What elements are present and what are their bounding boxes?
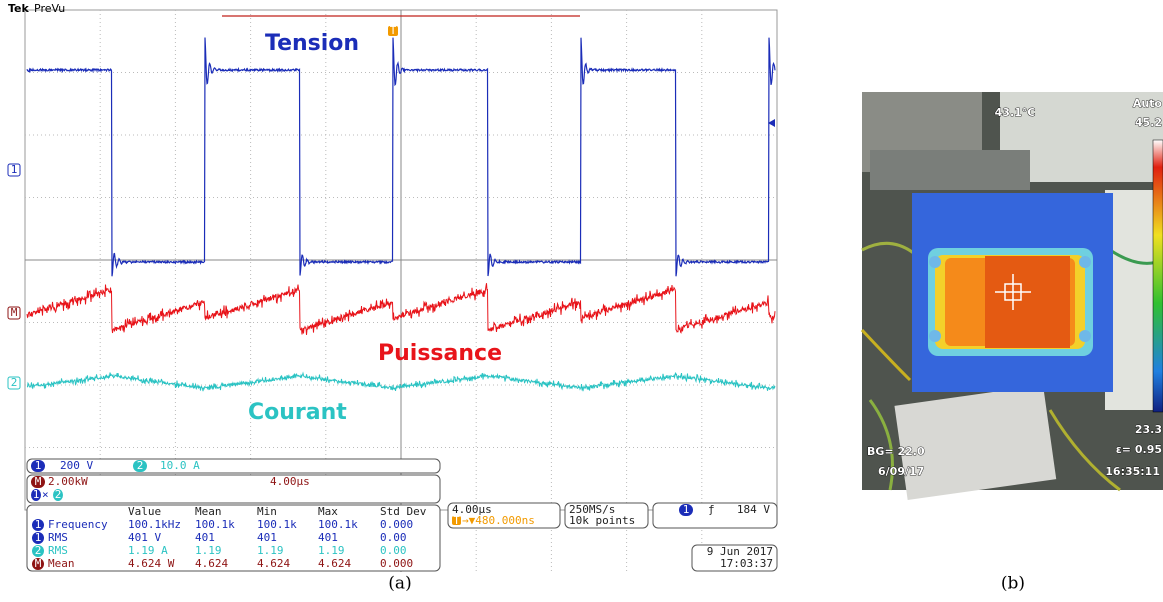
readout-text: 401 (195, 531, 215, 544)
mount-hole (1079, 256, 1091, 268)
readout-text: 100.1k (318, 518, 358, 531)
channel-icon-label: M (35, 557, 42, 570)
channel-icon-label: M (35, 475, 42, 488)
waveform-label: Puissance (378, 341, 502, 366)
readout-text: 2.00kW (48, 475, 88, 488)
readout-text: 401 (257, 531, 277, 544)
readout-text: 0.000 (380, 518, 413, 531)
readout-text: ƒ (708, 503, 715, 516)
readout-text: 200 V (60, 459, 93, 472)
readout-text: 1.19 A (128, 544, 168, 557)
readout-text: 0.000 (380, 557, 413, 570)
channel-icon-label: 2 (55, 488, 62, 501)
readout-text: 0.00 (380, 531, 407, 544)
thermal-text: 43.1°C (995, 106, 1036, 119)
readout-text: 10k points (569, 514, 635, 527)
channel-icon-label: 2 (35, 544, 42, 557)
thermal-text: ε= 0.95 (1116, 443, 1162, 456)
readout-box (27, 505, 440, 571)
caption: (b) (1001, 574, 1025, 594)
readout-text: Frequency (48, 518, 108, 531)
readout-text: 4.624 (318, 557, 351, 570)
readout-text: Std Dev (380, 505, 427, 518)
readout-text: 401 (318, 531, 338, 544)
readout-text: 4.624 W (128, 557, 175, 570)
thermal-text: Auto (1133, 97, 1163, 110)
readout-text: 100.1k (195, 518, 235, 531)
channel-marker-label: 2 (11, 376, 18, 389)
thermal-image: 43.1°C Auto 45.2 23.3 ε= 0.95 BG= 22.0 6/09/17… (862, 92, 1163, 500)
trigger-icon-label: T (453, 514, 460, 527)
readout-text: 0.00 (380, 544, 407, 557)
channel-marker-label: 1 (11, 163, 18, 176)
mount-hole (929, 330, 941, 342)
channel-icon-label: 1 (35, 518, 42, 531)
readout-text: 1.19 (257, 544, 284, 557)
readout-text: Mean (48, 557, 75, 570)
readout-text: 4.624 (257, 557, 290, 570)
channel-icon-label: 1 (683, 503, 690, 516)
color-bar (1153, 140, 1163, 412)
readout-text: 100.1kHz (128, 518, 181, 531)
readout-text: 100.1k (257, 518, 297, 531)
readout-text: 401 V (128, 531, 161, 544)
thermal-text: BG= 22.0 (867, 445, 925, 458)
readout-text: 1.19 (318, 544, 345, 557)
readout-text: 4.00µs (270, 475, 310, 488)
caption: (a) (388, 574, 411, 594)
mount-hole (1079, 330, 1091, 342)
channel-marker-label: M (11, 306, 18, 319)
waveform-label: Courant (248, 400, 347, 425)
channel-icon-label: 1 (33, 488, 40, 501)
mount-hole (929, 256, 941, 268)
readout-box (27, 475, 440, 503)
photo-patch (870, 150, 1030, 190)
waveform-label: Tension (265, 31, 359, 56)
readout-text: 184 V (737, 503, 770, 516)
brand: Tek (8, 2, 30, 15)
readout-text: Max (318, 505, 338, 518)
oscilloscope: Tek PreVuTTensionPuissanceCourant1M21 200 … (8, 2, 777, 572)
thermal-text: 16:35:11 (1105, 465, 1160, 478)
readout-text: 4.624 (195, 557, 228, 570)
thermal-text: 6/09/17 (878, 465, 924, 478)
channel-icon-label: 1 (35, 531, 42, 544)
thermal-text: 45.2 (1135, 116, 1162, 129)
trigger-marker: T (390, 24, 397, 37)
readout-text: Min (257, 505, 277, 518)
ir-core (985, 256, 1070, 348)
readout-text: 1.19 (195, 544, 222, 557)
readout-text: × (42, 488, 49, 501)
channel-icon-label: 2 (137, 459, 144, 472)
acq-mode: PreVu (34, 2, 65, 15)
readout-text: 17:03:37 (720, 557, 773, 570)
channel-icon-label: 1 (35, 459, 42, 472)
readout-text: Value (128, 505, 161, 518)
readout-text: Mean (195, 505, 222, 518)
thermal-text: 23.3 (1135, 423, 1162, 436)
readout-text: 10.0 A (160, 459, 200, 472)
readout-text: RMS (48, 531, 68, 544)
readout-text: →▼480.000ns (462, 514, 535, 527)
readout-text: RMS (48, 544, 68, 557)
